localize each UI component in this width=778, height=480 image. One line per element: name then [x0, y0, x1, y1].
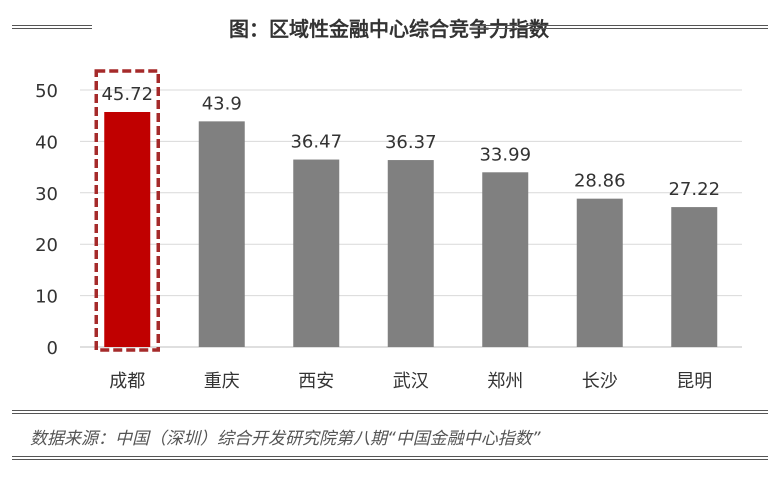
chart-title: 图：区域性金融中心综合竞争力指数: [229, 17, 549, 41]
data-label: 33.99: [479, 144, 531, 165]
y-tick-label: 0: [47, 338, 58, 359]
y-tick-label: 30: [35, 184, 58, 205]
data-label: 28.86: [574, 171, 626, 192]
data-label: 27.22: [668, 179, 720, 200]
x-tick-label: 重庆: [204, 371, 240, 392]
bar: [198, 121, 245, 347]
highlight-frame: [94, 69, 160, 352]
x-axis-ticks: 成都 重庆 西安 武汉 郑州 长沙 昆明: [109, 371, 712, 392]
y-tick-label: 20: [35, 235, 58, 256]
bar: [104, 111, 151, 347]
bar: [576, 198, 623, 347]
title-rule-right: [470, 25, 768, 29]
source-rule-bottom: [12, 456, 768, 460]
chart-header: 图：区域性金融中心综合竞争力指数: [0, 0, 778, 60]
y-tick-label: 50: [35, 81, 58, 102]
x-tick-label: 长沙: [582, 371, 618, 392]
y-tick-label: 10: [35, 287, 58, 308]
x-tick-label: 西安: [298, 371, 334, 392]
title-rule-left: [12, 25, 92, 29]
x-tick-label: 武汉: [393, 371, 429, 392]
bar: [482, 172, 529, 347]
bar: [387, 160, 434, 347]
data-label: 36.37: [385, 132, 437, 153]
bar: [293, 159, 340, 347]
y-axis-ticks: 0 10 20 30 40 50: [35, 81, 58, 359]
bars: [94, 69, 718, 352]
data-labels: 45.72 43.9 36.47 36.37 33.99 28.86 27.22: [101, 84, 720, 200]
y-tick-label: 40: [35, 132, 58, 153]
data-label: 45.72: [101, 84, 153, 105]
x-tick-label: 郑州: [487, 371, 523, 392]
data-label: 36.47: [290, 132, 342, 153]
data-label: 43.9: [202, 93, 242, 114]
source-note: 数据来源：中国（深圳）综合开发研究院第八期“中国金融中心指数”: [30, 429, 541, 449]
source-rule-top: [12, 410, 768, 414]
x-tick-label: 昆明: [676, 371, 712, 392]
grid-lines: [80, 89, 742, 348]
x-tick-label: 成都: [109, 371, 145, 392]
bar-chart: 0 10 20 30 40 50 45.72 43.9 36.47 36.37 33.99 28.8…: [35, 69, 742, 392]
bar: [671, 207, 718, 347]
